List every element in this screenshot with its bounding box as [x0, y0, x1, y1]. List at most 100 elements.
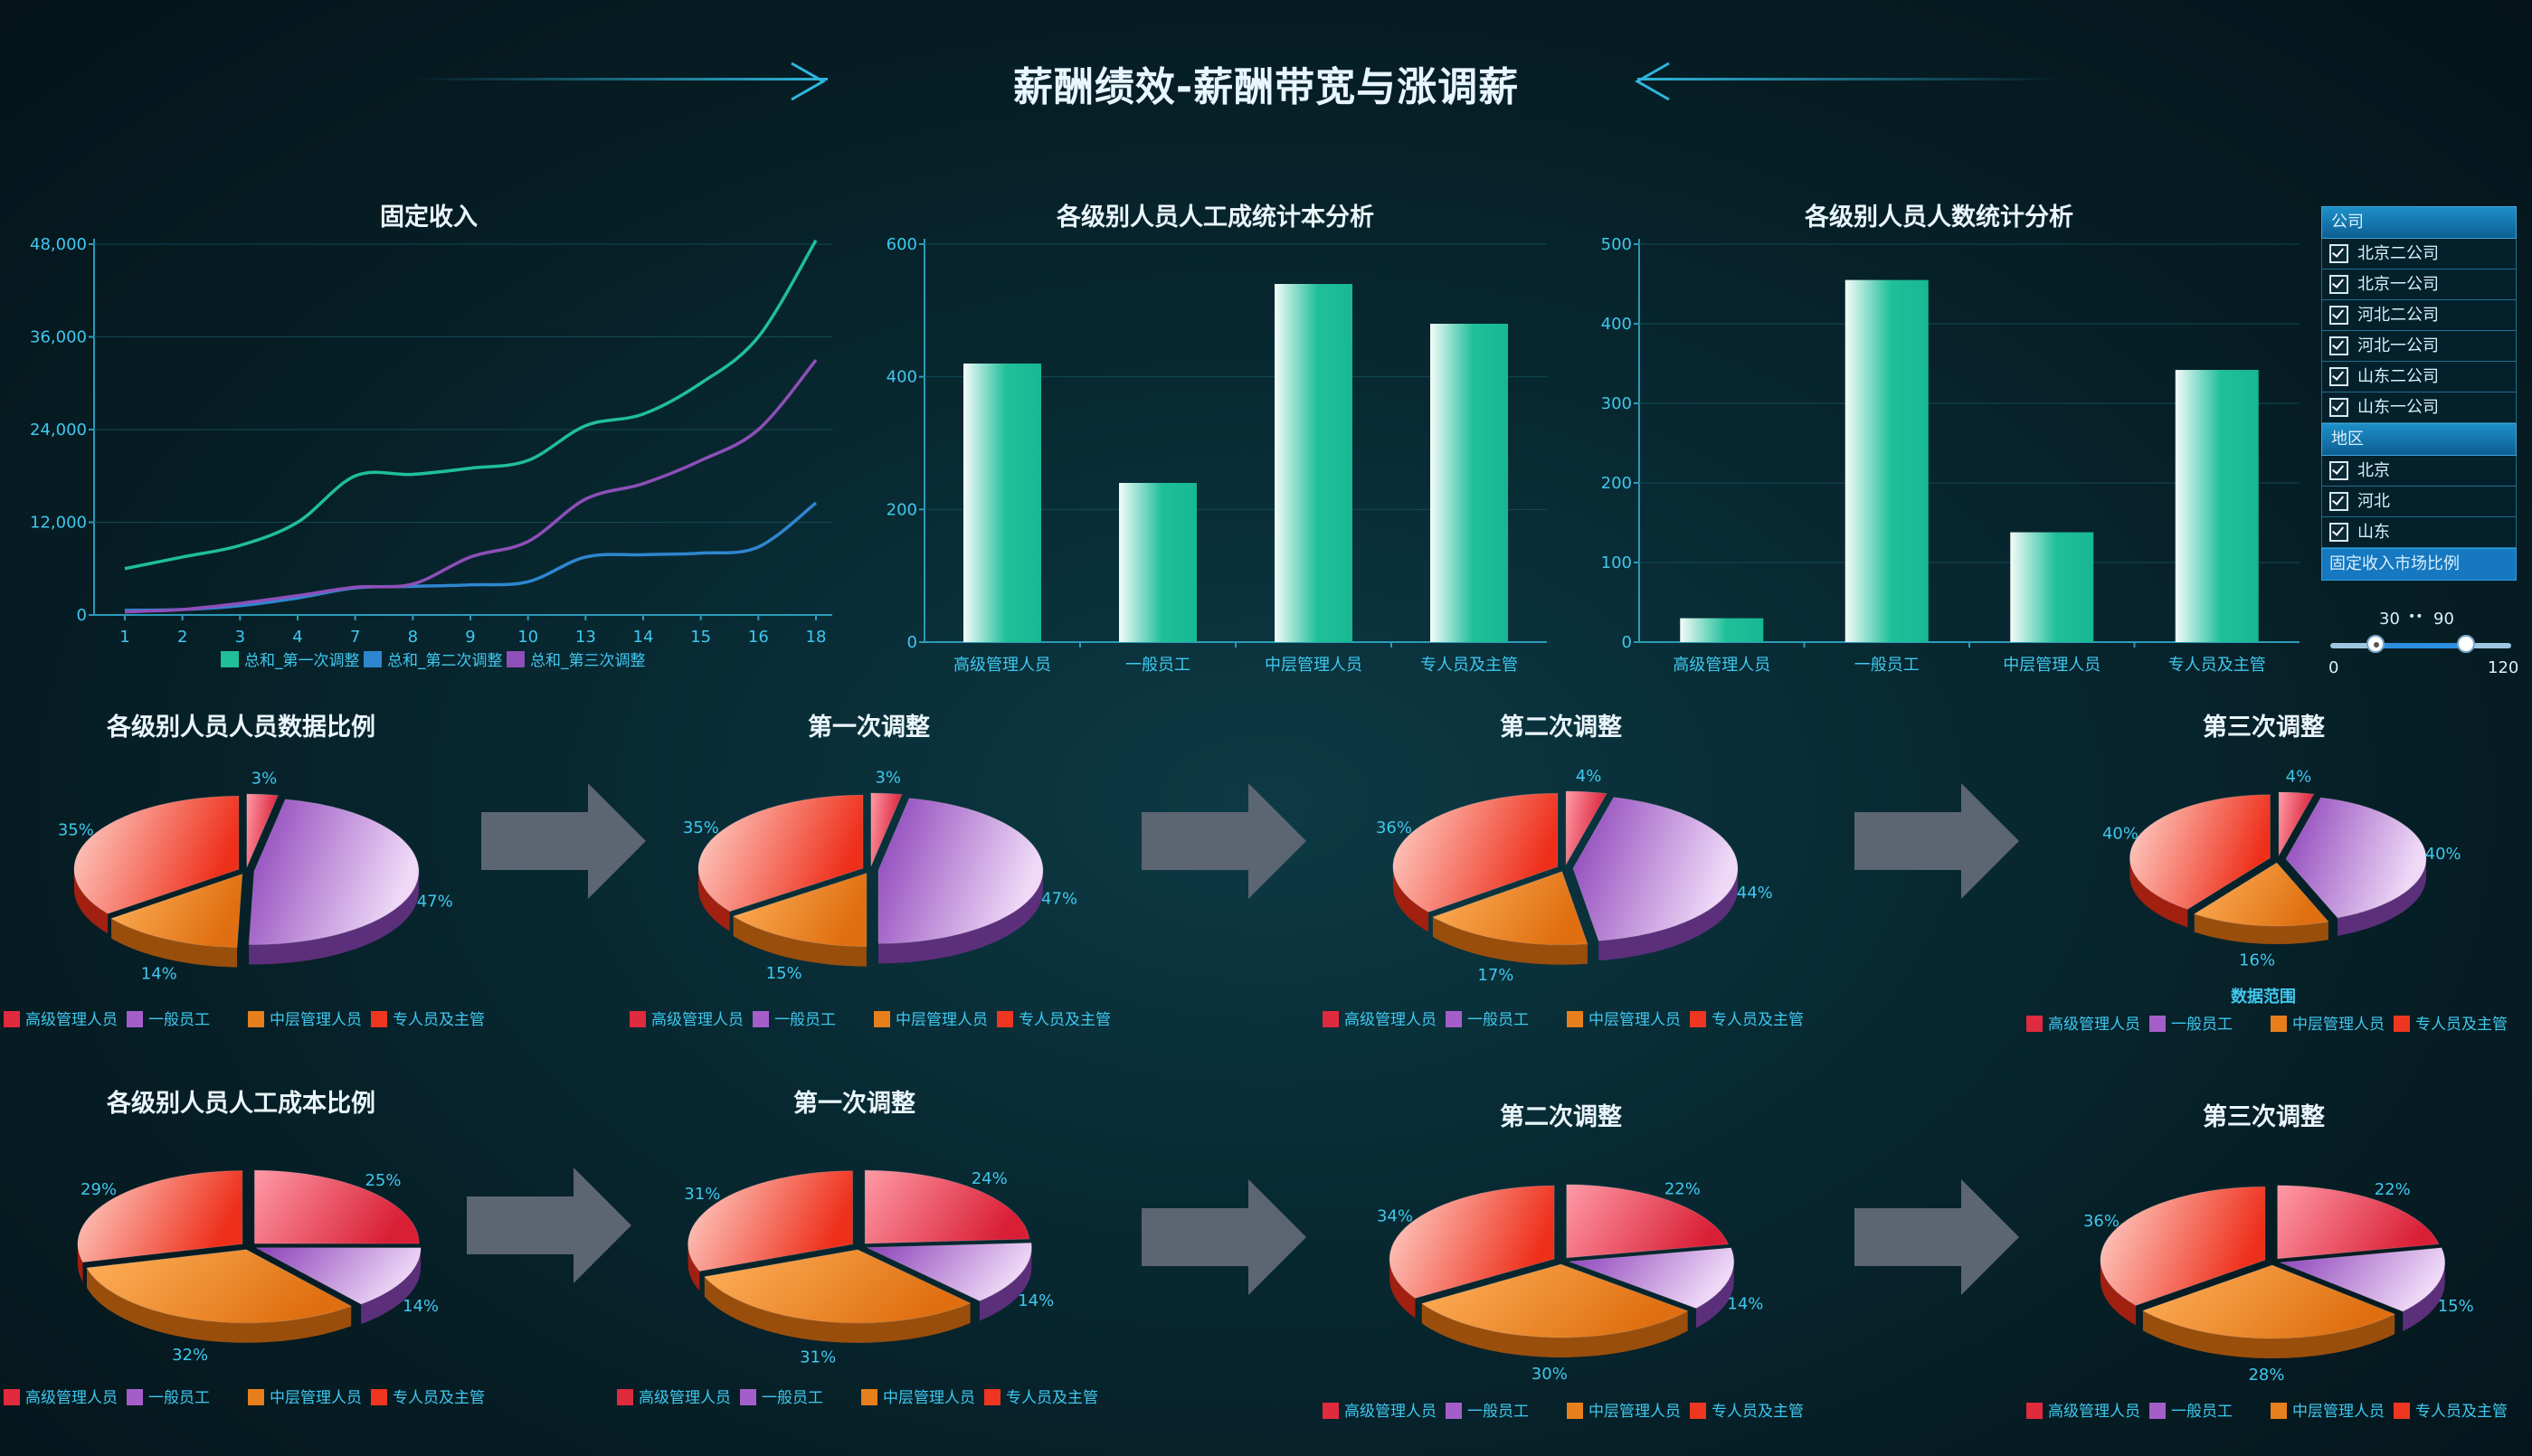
pie-slice	[864, 1169, 1030, 1244]
row1-adj1-title: 第一次调整	[808, 714, 930, 742]
pie-value-label: 14%	[1727, 1295, 1763, 1314]
checkbox-icon[interactable]	[2329, 275, 2348, 294]
pie-slice	[2278, 791, 2315, 857]
legend-label: 中层管理人员	[1588, 1403, 1681, 1421]
legend-label: 一般员工	[762, 1389, 823, 1407]
checkbox-icon[interactable]	[2329, 336, 2348, 355]
x-tick-label: 高级管理人员	[1673, 656, 1770, 675]
pie-slice	[867, 1242, 1032, 1302]
legend-label: 专人员及主管	[1006, 1389, 1098, 1407]
checkbox-icon[interactable]	[2329, 367, 2348, 386]
legend-swatch	[2026, 1403, 2043, 1419]
x-tick-label: 10	[517, 628, 538, 647]
legend-swatch	[753, 1011, 769, 1027]
pie-value-label: 30%	[1532, 1365, 1568, 1384]
page-title: 薪酬绩效-薪酬带宽与涨调薪	[1012, 64, 1520, 110]
header-deco-left	[412, 78, 828, 80]
pie-value-label: 3%	[251, 769, 278, 788]
checkbox-icon[interactable]	[2329, 492, 2348, 511]
bar	[1275, 284, 1352, 642]
pie-slice	[1569, 1247, 1735, 1309]
pie-slice	[1392, 792, 1559, 913]
slider-low-handle[interactable]	[2366, 635, 2385, 653]
header-bracket-right-icon	[1634, 61, 1670, 101]
pie-value-label: 15%	[766, 964, 802, 983]
y-tick-label: 200	[887, 500, 917, 519]
pie-slice	[1431, 871, 1588, 946]
y-tick-label: 12,000	[30, 514, 87, 533]
checkbox-icon[interactable]	[2329, 306, 2348, 325]
checkbox-icon[interactable]	[2329, 461, 2348, 480]
legend-swatch	[630, 1011, 646, 1027]
legend-label: 高级管理人员	[1344, 1011, 1437, 1029]
region-item[interactable]: 河北	[2321, 487, 2517, 517]
legend-swatch	[2149, 1016, 2166, 1032]
market-ratio-filter[interactable]: 固定收入市场比例	[2321, 548, 2517, 581]
x-tick-label: 专人员及主管	[1420, 656, 1518, 675]
pie-side	[979, 1247, 1032, 1321]
region-item[interactable]: 北京	[2321, 456, 2517, 487]
pie-slice	[1389, 1185, 1555, 1300]
legend-swatch	[221, 651, 239, 667]
region-filter-header: 地区	[2321, 423, 2517, 456]
legend-swatch	[371, 1011, 387, 1027]
pie-value-label: 36%	[1376, 818, 1412, 837]
pie-side	[77, 1243, 83, 1282]
pie-side	[733, 916, 867, 967]
pie-slice	[2285, 797, 2427, 919]
arrow-icon	[1854, 783, 2019, 899]
slider-high-handle[interactable]	[2457, 635, 2475, 653]
series-line	[124, 501, 818, 612]
x-tick-label: 13	[575, 628, 596, 647]
legend-swatch	[127, 1389, 143, 1405]
region-item[interactable]: 山东	[2321, 517, 2517, 548]
company-item[interactable]: 山东二公司	[2321, 362, 2517, 392]
legend-label: 一般员工	[1467, 1011, 1529, 1029]
slider-high-value: 90	[2433, 610, 2454, 629]
checkbox-icon[interactable]	[2329, 398, 2348, 417]
slider-low-value: 30	[2379, 610, 2400, 629]
bar	[1430, 324, 1508, 642]
company-item[interactable]: 河北一公司	[2321, 331, 2517, 362]
legend-swatch	[984, 1389, 1000, 1405]
legend-swatch	[740, 1389, 756, 1405]
pie-value-label: 40%	[2425, 845, 2461, 864]
pie-slice	[1572, 797, 1739, 941]
company-label: 河北一公司	[2357, 336, 2439, 355]
arrow-icon	[1854, 1179, 2019, 1295]
x-tick-label: 16	[748, 628, 769, 647]
pie-slice	[109, 873, 243, 949]
pie-value-label: 31%	[800, 1348, 836, 1367]
bar	[2010, 532, 2094, 642]
legend-label: 中层管理人员	[883, 1389, 975, 1407]
legend-swatch	[1323, 1403, 1339, 1419]
company-item[interactable]: 北京二公司	[2321, 239, 2517, 269]
company-label: 河北二公司	[2357, 306, 2439, 325]
row2-adj3-title: 第三次调整	[2203, 1103, 2325, 1131]
pie-value-label: 32%	[172, 1346, 208, 1365]
legend-label: 中层管理人员	[270, 1011, 362, 1029]
legend-swatch	[1446, 1011, 1462, 1027]
x-tick-label: 18	[806, 628, 827, 647]
legend-label: 专人员及主管	[393, 1011, 485, 1029]
company-item[interactable]: 北京一公司	[2321, 269, 2517, 300]
pie-side	[1432, 916, 1588, 965]
pie-slice	[2100, 1186, 2266, 1307]
legend-label: 专人员及主管	[1712, 1011, 1804, 1029]
checkbox-icon[interactable]	[2329, 244, 2348, 263]
company-item[interactable]: 河北二公司	[2321, 300, 2517, 331]
company-item[interactable]: 山东一公司	[2321, 392, 2517, 423]
pie-slice	[246, 793, 280, 868]
y-tick-label: 400	[887, 368, 917, 387]
range-slider[interactable]: 30 •• 90 0 120	[2321, 606, 2520, 678]
row2-main-title: 各级别人员人工成本比例	[107, 1090, 375, 1118]
pie-side	[249, 871, 419, 965]
pie-value-label: 31%	[684, 1185, 720, 1204]
pie-side	[2129, 857, 2188, 928]
slider-range-fill	[2376, 643, 2466, 648]
pie-slice	[77, 1170, 243, 1263]
bar	[2175, 370, 2259, 642]
legend-label: 专人员及主管	[2415, 1403, 2508, 1421]
checkbox-icon[interactable]	[2329, 523, 2348, 542]
pie-value-label: 22%	[1664, 1180, 1701, 1199]
